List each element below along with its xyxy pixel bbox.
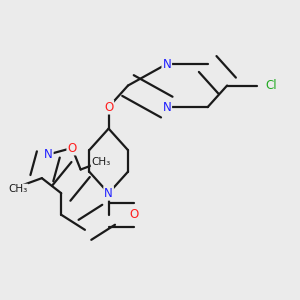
Text: O: O [104,100,113,114]
Text: O: O [130,208,139,221]
Text: O: O [68,142,76,154]
Text: Cl: Cl [265,79,277,92]
Text: N: N [162,100,171,114]
Text: N: N [162,58,171,70]
Text: N: N [104,187,113,200]
Text: CH₃: CH₃ [8,184,28,194]
Text: CH₃: CH₃ [91,157,111,166]
Text: N: N [44,148,53,161]
